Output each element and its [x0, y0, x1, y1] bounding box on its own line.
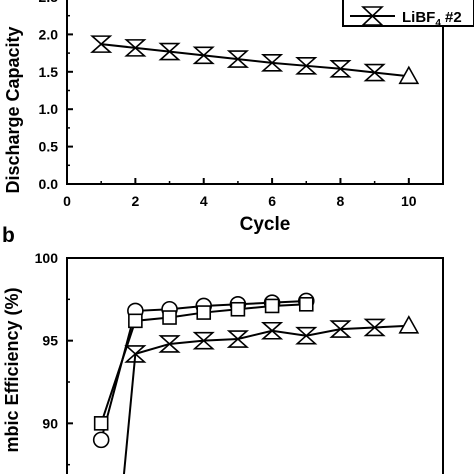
legend-marker-hourglass [360, 6, 385, 26]
panel-b-y-tick-label: 90 [42, 415, 58, 431]
data-point-hourglass [90, 35, 113, 53]
series-line [101, 43, 409, 78]
panel-a-y-tick-label: 0.0 [39, 176, 59, 192]
series-1 [93, 296, 314, 431]
legend: LiBF4 #2 [342, 0, 474, 29]
panel-b-ticks: 90 95 100 [35, 250, 73, 466]
data-point-square [196, 305, 212, 320]
panel-a-y-axis-label: Discharge Capacity [3, 26, 23, 193]
panel-a-x-tick-label: 2 [131, 193, 139, 209]
data-point-hourglass [192, 46, 215, 65]
legend-label: LiBF4 #2 [402, 9, 462, 29]
data-point-circle [92, 431, 110, 449]
data-point-hourglass [329, 60, 352, 78]
series-2 [122, 315, 420, 474]
data-point-hourglass [226, 330, 250, 348]
panel-a: LiBF4 #2 Cycle Discharge Capacity 0 2 4 6 8 1… [3, 0, 474, 235]
data-point-square [128, 313, 143, 329]
data-point-hourglass [260, 54, 284, 72]
panel-a-x-axis-label: Cycle [240, 214, 291, 235]
series-drop-line [122, 353, 137, 474]
panel-b-y-axis-label: mbic Efficiency (%) [2, 287, 22, 452]
data-point-hourglass [158, 335, 181, 353]
data-point-hourglass [329, 320, 352, 338]
data-point-hourglass [124, 39, 147, 57]
panel-a-y-tick-label: 1.0 [39, 101, 59, 117]
panel-a-y-tick-label: 0.5 [39, 139, 59, 155]
data-point-hourglass [295, 57, 318, 75]
legend-box [342, 0, 474, 27]
data-point-square [264, 298, 280, 314]
data-point-square [162, 310, 177, 325]
panel-a-x-tick-label: 4 [200, 193, 208, 209]
panel-b-label: b [2, 224, 15, 247]
panel-b-y-tick-label: 95 [42, 333, 58, 349]
data-point-hourglass [295, 326, 318, 345]
data-point-square [230, 301, 246, 317]
data-point-hourglass [363, 63, 386, 82]
legend-entry: LiBF4 #2 [350, 6, 462, 29]
data-point-hourglass [260, 321, 284, 340]
data-point-square [298, 296, 314, 312]
panel-b-plot-frame [66, 257, 444, 474]
data-point-hourglass [158, 42, 181, 61]
panel-b-y-tick-label: 100 [35, 250, 59, 266]
data-point-hourglass [124, 345, 147, 363]
panel-a-x-tick-label: 6 [268, 193, 276, 209]
panel-b: b mbic Efficiency (%) 90 95 100 [2, 224, 444, 474]
data-point-square [93, 416, 109, 431]
panel-a-y-tick-label: 1.5 [39, 64, 59, 80]
panel-a-x-tick-label: 8 [337, 193, 345, 209]
data-point-hourglass [363, 318, 386, 337]
panel-a-series [90, 35, 420, 85]
data-point-hourglass [226, 50, 250, 68]
data-point-hourglass [192, 331, 215, 350]
panel-a-y-tick-label: 2.0 [39, 26, 59, 42]
panel-a-plot-frame [66, 0, 444, 185]
panel-a-x-tick-label: 10 [401, 193, 417, 209]
panel-b-series [92, 292, 420, 474]
data-point-triangle [398, 65, 420, 85]
data-point-triangle [398, 315, 420, 334]
panel-a-x-tick-label: 0 [63, 193, 71, 209]
panel-a-ticks: 0 2 4 6 8 10 0.0 0.5 1.0 1.5 2.0 2.5 [39, 0, 444, 209]
series-0 [90, 35, 420, 85]
panel-a-y-tick-label: 2.5 [39, 0, 59, 5]
